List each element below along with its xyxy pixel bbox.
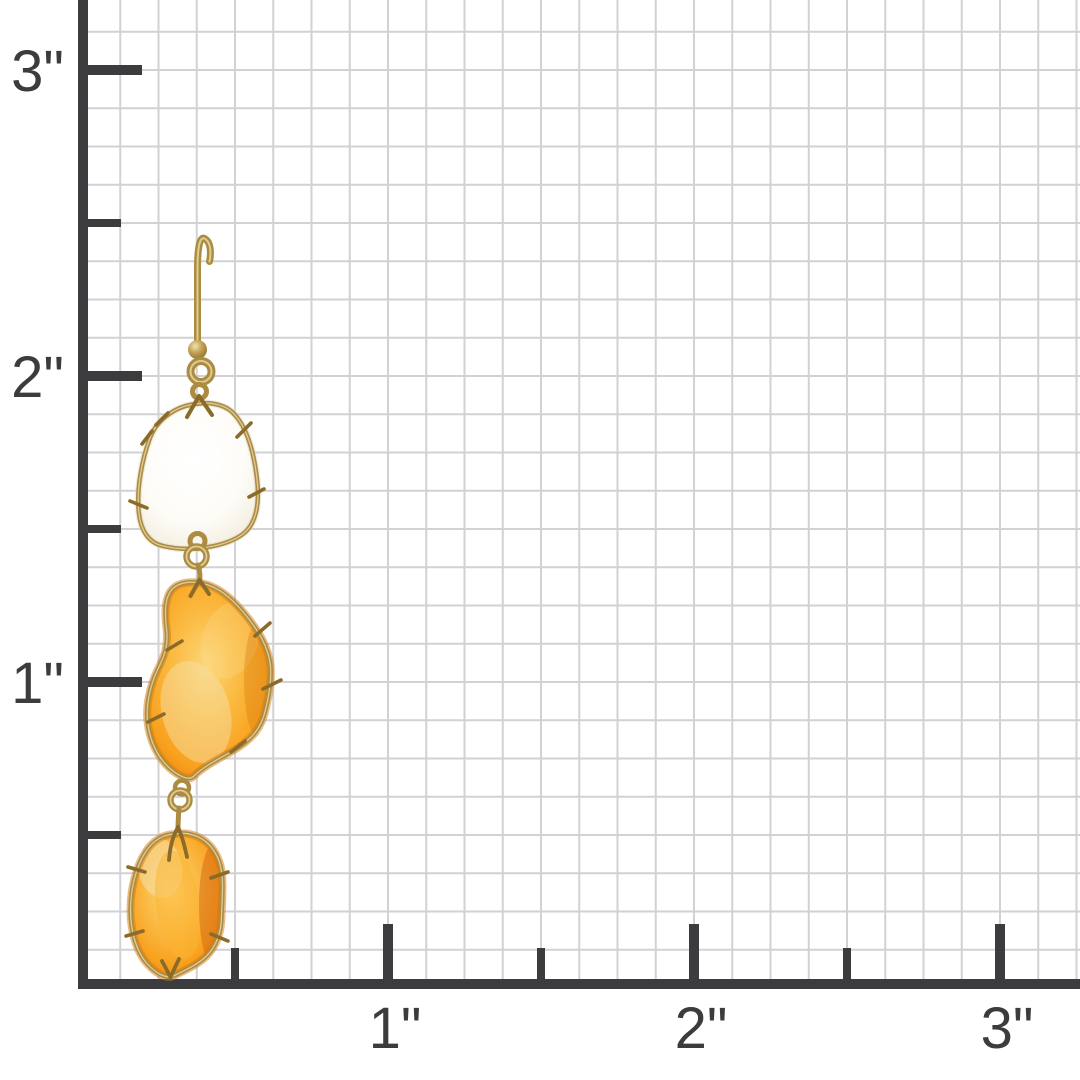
- citrine-stone-bottom: [126, 829, 227, 981]
- x-axis-major-tick: [689, 924, 699, 980]
- wire-bead: [188, 340, 207, 359]
- moonstone-stone: [134, 399, 262, 553]
- y-axis-line: [78, 0, 88, 989]
- y-axis-label: 3": [11, 39, 64, 104]
- moonstone-bail-prongs: [185, 394, 214, 419]
- ruler-axes: [78, 0, 1080, 989]
- y-axis-minor-tick: [78, 831, 121, 839]
- y-axis-major-tick: [78, 677, 142, 687]
- y-axis-label: 1": [11, 651, 64, 716]
- x-axis-line: [78, 979, 1080, 989]
- x-axis-major-tick: [383, 924, 393, 980]
- ear-wire-highlight: [196, 237, 212, 348]
- bottom-bail-prongs: [167, 825, 189, 862]
- y-axis-minor-tick: [78, 219, 121, 227]
- bottom-tip-prong: [160, 957, 181, 982]
- moonstone-prongs: [128, 411, 266, 510]
- y-axis-major-tick: [78, 65, 142, 75]
- middle-bottom-loop: [172, 778, 192, 797]
- middle-bail-prongs: [188, 578, 211, 598]
- x-axis-label: 3": [981, 996, 1034, 1061]
- jump-ring-top-highlight: [189, 360, 213, 383]
- x-axis-label: 2": [675, 996, 728, 1061]
- citrine-middle-prongs: [146, 621, 283, 754]
- inch-grid: [81, 0, 1080, 982]
- ruler-labels: 3" 2" 1" 1" 2" 3": [11, 39, 1033, 1061]
- ear-wire: [194, 234, 214, 351]
- citrine-stone-middle: [143, 578, 275, 783]
- y-axis-major-tick: [78, 371, 142, 381]
- x-axis-label: 1": [369, 996, 422, 1061]
- x-axis-minor-tick: [537, 948, 545, 980]
- citrine-bottom-prongs: [124, 865, 230, 943]
- x-axis-major-tick: [995, 924, 1005, 980]
- y-axis-label: 2": [11, 345, 64, 410]
- x-axis-minor-tick: [843, 948, 851, 980]
- x-axis-minor-tick: [231, 948, 239, 980]
- earring: [124, 234, 283, 982]
- ruler-ticks: [78, 65, 1005, 980]
- y-axis-minor-tick: [78, 525, 121, 533]
